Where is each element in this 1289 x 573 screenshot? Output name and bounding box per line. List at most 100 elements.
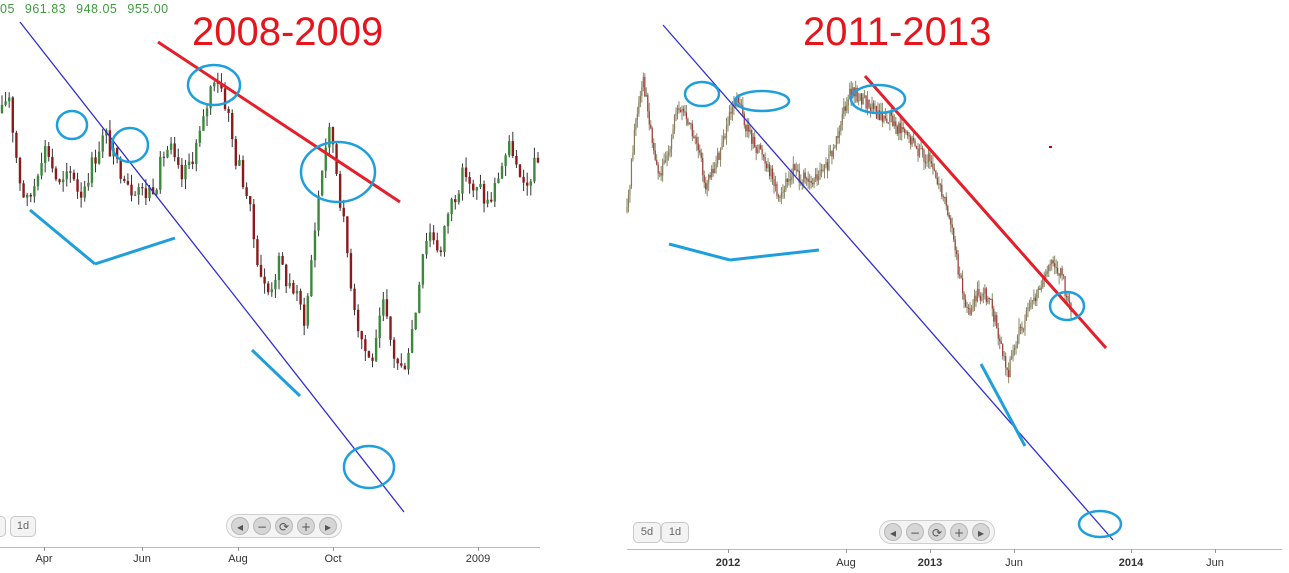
candle-body: [418, 284, 421, 313]
candle-body: [25, 194, 29, 198]
candle-body: [454, 199, 457, 203]
candle-body: [743, 114, 745, 126]
candle-body: [1024, 320, 1026, 331]
candle-body: [428, 232, 432, 241]
candle-body: [1027, 307, 1029, 311]
zoom-in-icon[interactable]: +: [950, 523, 968, 541]
candle-body: [385, 299, 389, 317]
candle-body: [400, 363, 403, 366]
candle-body: [941, 184, 943, 197]
zoom-out-icon[interactable]: −: [253, 517, 271, 535]
candle-body: [907, 131, 909, 136]
candle-body: [929, 153, 931, 162]
reset-icon[interactable]: ⟳: [275, 517, 293, 535]
candle-body: [737, 97, 739, 103]
candle-body: [748, 125, 750, 132]
candle-body: [115, 148, 119, 159]
candle-body: [29, 194, 32, 197]
candle-body: [727, 124, 729, 126]
candle-body: [511, 141, 515, 156]
ohlc-value: 955.00: [127, 2, 169, 16]
candle-body: [1009, 358, 1011, 378]
support-line: [250, 348, 302, 398]
arrow-right-icon[interactable]: ▸: [319, 517, 337, 535]
candle-body: [636, 113, 638, 120]
chart-panel-2011: 2011-2013 5d 1d ◂ − ⟳ + ▸ 2012 Aug 2013 …: [625, 0, 1289, 573]
arrow-right-icon[interactable]: ▸: [972, 523, 990, 541]
candle-body: [702, 157, 704, 176]
candle-body: [871, 103, 873, 111]
candle-body: [1067, 296, 1069, 301]
candle-body: [691, 123, 693, 137]
x-tick-label: Oct: [324, 553, 342, 565]
candle-body: [33, 186, 36, 197]
period-button-partial[interactable]: [0, 516, 6, 537]
candle-body: [263, 276, 266, 284]
candle-body: [1064, 276, 1066, 297]
candle-body: [693, 136, 695, 138]
candle-body: [877, 110, 879, 119]
x-tick-label: Jun: [1206, 557, 1224, 569]
reset-icon[interactable]: ⟳: [928, 523, 946, 541]
candle-body: [933, 168, 935, 171]
candle-body: [1046, 271, 1048, 274]
candle-body: [758, 145, 760, 150]
candle-body: [324, 147, 327, 171]
arrow-left-icon[interactable]: ◂: [231, 517, 249, 535]
candle-body: [632, 152, 634, 160]
candle-body: [508, 141, 511, 156]
candle-body: [187, 161, 191, 166]
candle-body: [697, 143, 699, 151]
candle-body: [682, 108, 685, 112]
candle-body: [1057, 267, 1059, 274]
candle-body: [994, 315, 996, 322]
candle-body: [780, 192, 783, 197]
period-button-1d[interactable]: 1d: [10, 516, 36, 537]
candle-body: [930, 161, 933, 164]
candle-body: [1037, 288, 1039, 291]
x-tick: [238, 547, 239, 551]
candle-body: [862, 97, 864, 105]
candle-body: [374, 337, 378, 361]
candle-body: [47, 146, 50, 157]
candle-body: [887, 122, 889, 124]
candle-body: [814, 174, 817, 179]
candle-body: [518, 164, 522, 177]
candle-body: [820, 169, 823, 171]
candle-body: [835, 136, 837, 148]
candle-body: [439, 250, 443, 253]
arrow-left-icon[interactable]: ◂: [884, 523, 902, 541]
zoom-out-icon[interactable]: −: [906, 523, 924, 541]
candle-body: [1036, 290, 1038, 302]
zoom-in-icon[interactable]: +: [297, 517, 315, 535]
x-tick-label: 2014: [1118, 557, 1144, 569]
support-line: [729, 248, 820, 262]
x-tick-label: 2013: [917, 557, 943, 569]
marker-circle: [55, 109, 89, 141]
candle-body: [464, 167, 468, 178]
candle-body: [944, 197, 946, 199]
candle-body: [656, 159, 658, 165]
candle-body: [382, 299, 385, 316]
candle-body: [83, 186, 86, 198]
candle-body: [718, 152, 720, 160]
candle-body: [76, 179, 79, 192]
chart-navigation: ◂ − ⟳ + ▸: [226, 514, 342, 538]
candle-body: [945, 197, 947, 206]
candle-body: [515, 155, 518, 165]
candle-body: [4, 101, 7, 105]
period-button-1d[interactable]: 1d: [661, 522, 689, 543]
candle-body: [950, 218, 952, 225]
candle-body: [905, 131, 907, 133]
candle-body: [684, 111, 686, 113]
candle-body: [858, 100, 860, 102]
candle-body: [1003, 355, 1005, 357]
candle-body: [733, 102, 735, 108]
candle-body: [231, 112, 234, 139]
candle-body: [446, 214, 450, 227]
period-button-5d[interactable]: 5d: [633, 522, 661, 543]
candle-body: [292, 282, 295, 294]
candle-body: [972, 306, 974, 312]
candle-body: [0, 104, 4, 113]
candle-body: [1052, 260, 1054, 264]
